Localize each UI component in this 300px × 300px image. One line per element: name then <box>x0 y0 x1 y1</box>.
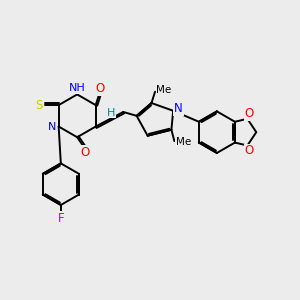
Text: NH: NH <box>68 83 85 93</box>
Text: F: F <box>58 212 64 225</box>
Text: O: O <box>244 107 254 120</box>
Text: O: O <box>81 146 90 159</box>
Text: H: H <box>107 108 115 118</box>
Text: N: N <box>174 103 183 116</box>
Text: O: O <box>244 144 254 158</box>
Text: O: O <box>95 82 104 95</box>
Text: Me: Me <box>156 85 172 95</box>
Text: N: N <box>48 122 56 132</box>
Text: Me: Me <box>176 137 191 147</box>
Text: S: S <box>36 99 43 112</box>
